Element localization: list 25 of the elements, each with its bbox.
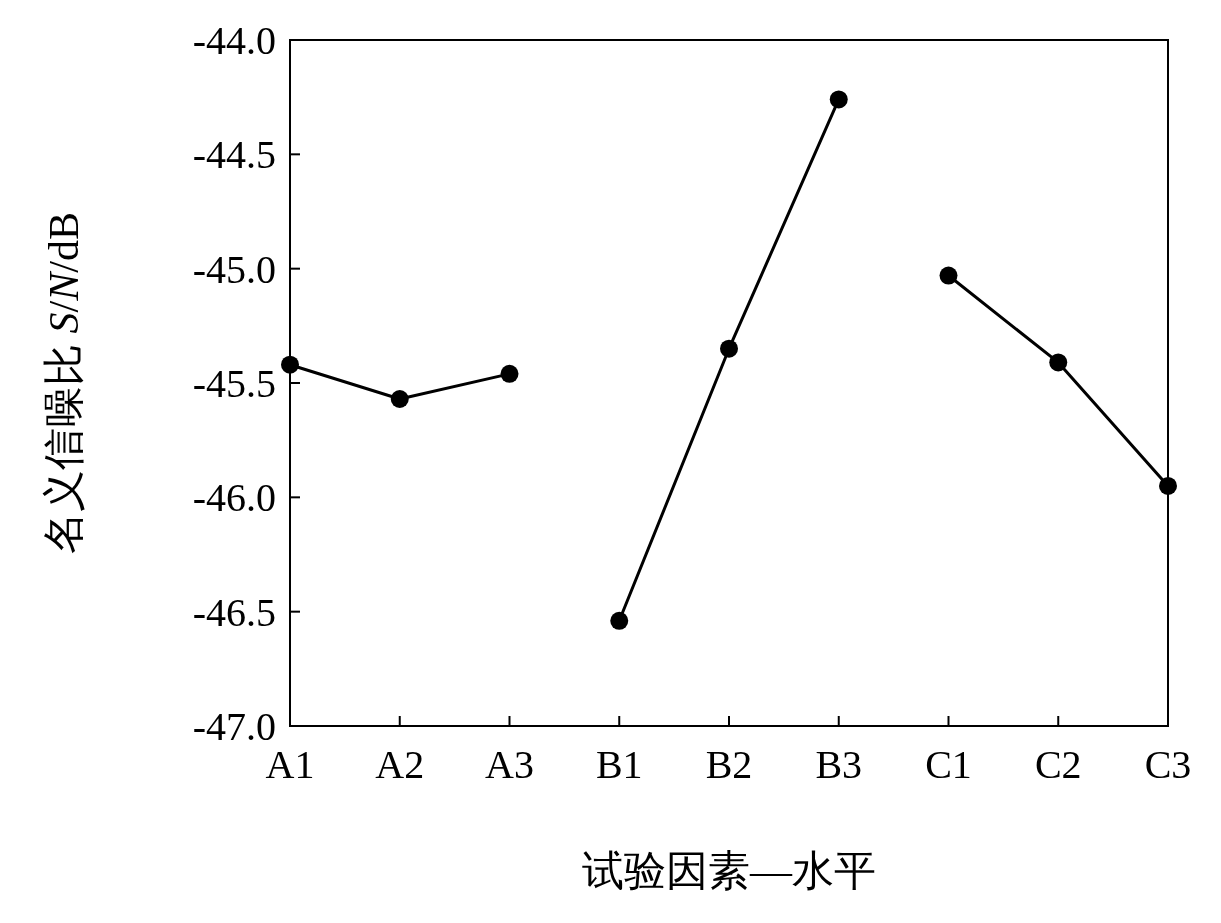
point [939,266,958,285]
x-axis-title: 试验因素—水平 [582,848,876,894]
point [390,390,409,409]
y-tick-label: -45.5 [192,361,276,406]
point [829,90,848,109]
y-tick-label: -46.0 [192,475,276,521]
y-tick-label: -44.0 [192,18,276,63]
x-tick-label: B3 [815,742,863,787]
y-tick-label: -44.5 [192,132,276,178]
point [1159,476,1177,495]
x-tick-label: C2 [1034,742,1082,787]
point [500,364,519,383]
y-axis-title: 名义信噪比 S/N/dB [41,212,87,554]
x-tick-label: C3 [1144,742,1192,787]
point [720,339,738,358]
x-tick-label: B2 [705,742,753,787]
point [610,611,629,630]
x-tick-label: A2 [375,742,425,787]
x-tick-label: A3 [485,742,534,787]
point [1049,353,1068,372]
x-tick-label: C1 [925,742,972,787]
point [281,355,299,374]
y-tick-label: -45.0 [192,246,276,292]
y-tick-label: -46.5 [192,589,276,635]
x-tick-label: B1 [595,742,643,787]
